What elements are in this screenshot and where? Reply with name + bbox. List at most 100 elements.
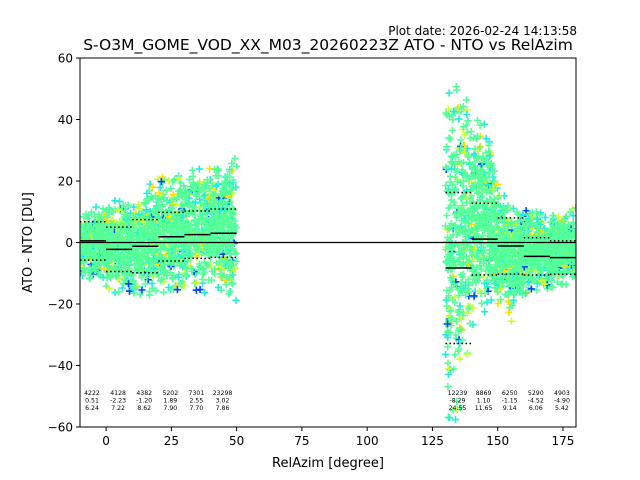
scatter-point — [112, 272, 119, 280]
scatter-point — [494, 274, 502, 282]
scatter-point — [135, 220, 144, 228]
scatter-point — [469, 212, 477, 220]
scatter-point — [208, 208, 215, 216]
scatter-point — [442, 181, 450, 190]
scatter-point — [208, 225, 215, 232]
scatter-point — [202, 243, 210, 250]
scatter-point — [161, 255, 169, 262]
scatter-point — [486, 278, 493, 285]
scatter-point — [459, 103, 467, 111]
scatter-point — [130, 203, 138, 211]
scatter-point — [499, 262, 506, 269]
scatter-point — [487, 196, 494, 204]
bin-mean-label: 0.51 — [85, 398, 99, 405]
scatter-point — [230, 211, 237, 218]
scatter-point — [224, 192, 232, 200]
scatter-point — [503, 277, 510, 284]
scatter-point — [162, 208, 170, 215]
chart-title: S-O3M_GOME_VOD_XX_M03_20260223Z ATO - NT… — [83, 36, 573, 55]
scatter-point — [130, 254, 137, 261]
scatter-point — [173, 196, 180, 203]
scatter-point — [533, 286, 541, 294]
scatter-point — [175, 212, 182, 219]
scatter-point — [443, 212, 450, 219]
scatter-point — [500, 225, 507, 233]
scatter-point — [538, 277, 546, 285]
scatter-point — [222, 202, 231, 210]
scatter-point — [138, 286, 146, 294]
scatter-point — [504, 298, 512, 306]
scatter-point — [459, 312, 467, 320]
scatter-point — [218, 211, 225, 219]
scatter-point — [443, 257, 450, 265]
scatter-point — [493, 223, 500, 230]
scatter-point — [481, 289, 489, 297]
x-tick-label: 150 — [486, 434, 509, 448]
scatter-point — [170, 176, 178, 184]
scatter-point — [515, 282, 522, 289]
scatter-point — [474, 224, 481, 232]
scatter-point — [473, 254, 481, 261]
scatter-point — [163, 217, 171, 224]
scatter-point — [181, 221, 188, 229]
scatter-point — [522, 289, 530, 297]
scatter-point — [443, 143, 451, 151]
scatter-point — [483, 220, 491, 227]
scatter-point — [453, 397, 461, 405]
scatter-point — [228, 159, 236, 168]
scatter-point — [484, 163, 492, 170]
scatter-point — [214, 172, 222, 180]
scatter-point — [108, 207, 116, 216]
scatter-point — [156, 184, 164, 192]
scatter-point — [80, 229, 85, 237]
scatter-point — [466, 230, 474, 237]
y-tick-label: 60 — [58, 51, 73, 65]
scatter-point — [441, 222, 450, 230]
scatter-point — [146, 256, 153, 263]
scatter-point — [177, 222, 185, 229]
scatter-point — [506, 303, 514, 312]
scatter-point — [105, 263, 113, 270]
scatter-point — [564, 247, 571, 255]
scatter-point — [81, 268, 89, 276]
bin-std-label: 7.90 — [163, 405, 177, 412]
scatter-point — [105, 285, 113, 293]
scatter-point — [476, 287, 484, 295]
scatter-point — [219, 221, 226, 228]
scatter-point — [505, 223, 512, 230]
scatter-point — [128, 233, 136, 240]
axis-layer: 0 25 50 75 100 125 150 175 −60 −40 −20 0 20 40 60 — [48, 51, 575, 448]
bin-std-label: 7.86 — [216, 405, 230, 412]
scatter-point — [141, 280, 149, 288]
scatter-point — [171, 244, 178, 251]
scatter-point — [115, 232, 122, 240]
scatter-point — [518, 228, 525, 235]
scatter-point — [569, 225, 576, 233]
scatter-point — [209, 233, 217, 240]
scatter-point — [107, 274, 115, 282]
scatter-point — [196, 235, 203, 242]
scatter-point — [111, 254, 119, 261]
x-axis-label: RelAzim [degree] — [272, 456, 384, 471]
scatter-point — [476, 144, 483, 151]
scatter-point — [476, 182, 483, 189]
scatter-point — [182, 200, 190, 207]
scatter-point — [150, 259, 158, 266]
scatter-point — [480, 155, 488, 163]
scatter-point — [554, 213, 562, 221]
scatter-point — [206, 245, 214, 253]
scatter-point — [140, 199, 148, 207]
scatter-point — [188, 166, 197, 174]
scatter-point — [521, 259, 528, 267]
scatter-point — [452, 317, 461, 325]
scatter-point — [231, 217, 238, 225]
scatter-point — [192, 279, 200, 287]
scatter-point — [114, 206, 122, 214]
scatter-point — [134, 255, 142, 262]
scatter-point — [225, 240, 232, 247]
scatter-point — [201, 191, 209, 199]
scatter-point — [454, 104, 462, 112]
scatter-point — [141, 200, 150, 208]
scatter-point — [470, 292, 478, 300]
scatter-point — [508, 256, 516, 263]
